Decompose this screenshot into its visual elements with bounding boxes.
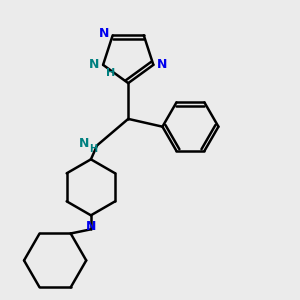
Text: N: N xyxy=(157,58,167,71)
Text: H: H xyxy=(89,144,98,154)
Text: N: N xyxy=(89,58,99,71)
Text: N: N xyxy=(86,220,96,233)
Text: N: N xyxy=(79,137,89,150)
Text: H: H xyxy=(106,68,115,78)
Text: N: N xyxy=(99,27,109,40)
